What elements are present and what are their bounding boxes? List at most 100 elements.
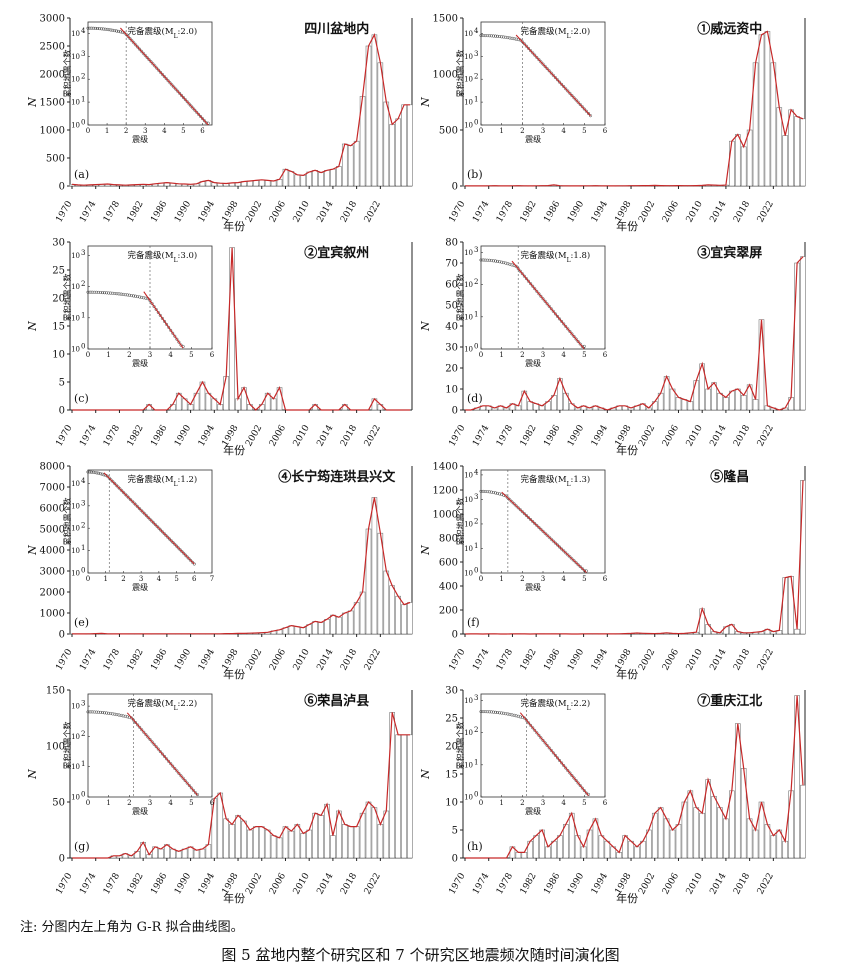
inset-y-tick-exponent: 1: [81, 96, 85, 104]
bar: [300, 833, 307, 859]
gr-point: [86, 26, 90, 30]
gr-point: [169, 762, 173, 766]
inset-x-tick-label: 5: [174, 575, 178, 583]
inset-title: 完备震级(ML:2.0): [521, 26, 591, 40]
x-tick-labels: 1970 1974 1978 1982 1986 1990 1994 1998 2002 2006…: [54, 871, 382, 896]
y-tick-label: 50: [52, 798, 65, 809]
gr-point: [98, 710, 102, 714]
x-tick-labels: 1970 1974 1978 1982 1986 1990 1994 1998 2002 2006…: [447, 423, 775, 448]
bar: [312, 170, 318, 187]
bar: [752, 399, 759, 411]
gr-point: [491, 490, 495, 495]
x-tick-label: 2018: [732, 199, 752, 224]
bar: [294, 174, 301, 187]
x-tick-label: 2010: [685, 423, 705, 448]
gr-point: [512, 502, 516, 506]
gr-point: [157, 526, 161, 530]
x-tick-label: 1994: [197, 647, 217, 672]
inset-y-tick-exponent: 3: [474, 694, 478, 702]
gr-point: [500, 35, 504, 39]
x-tick-label: 2006: [268, 871, 288, 896]
inset-y-tick-exponent: 4: [474, 468, 479, 476]
gr-point: [120, 489, 124, 493]
inset-x-tick-label: 6: [192, 575, 197, 583]
gr-point: [130, 39, 134, 43]
bar: [383, 570, 390, 635]
inset-x-ticks: 0 1 2 3 4 5 6: [479, 127, 608, 135]
x-tick-label: 1990: [173, 199, 193, 224]
gr-point: [113, 29, 117, 33]
x-tick-label: 1986: [149, 423, 169, 448]
x-tick-label: 2014: [315, 423, 335, 448]
gr-point: [512, 37, 516, 41]
gr-point: [173, 542, 177, 546]
inset-y-tick-label: 10: [71, 76, 80, 84]
x-tick-label: 1986: [542, 871, 562, 896]
gr-point: [88, 710, 92, 714]
gr-point: [164, 322, 169, 326]
x-tick-label: 2018: [339, 871, 359, 896]
x-tick-label: 1978: [102, 871, 122, 896]
gr-point: [541, 297, 545, 301]
inset-y-tick-exponent: 1: [474, 96, 478, 104]
gr-point: [146, 735, 150, 739]
panel-label: (b): [467, 168, 483, 181]
inset-title: 完备震级(ML:2.0): [128, 26, 198, 40]
gr-point: [118, 487, 122, 491]
bar: [407, 734, 413, 859]
gr-point: [553, 76, 557, 80]
inset-y-tick-label: 10: [464, 281, 473, 289]
y-tick-label: 10: [52, 350, 65, 361]
x-tick-label: 2006: [268, 423, 288, 448]
x-tick-label: 1994: [197, 871, 217, 896]
y-axis-label: N: [419, 545, 432, 556]
panel-title: ⑤隆昌: [710, 469, 749, 485]
x-tick-label: 2002: [244, 648, 264, 673]
gr-point: [169, 539, 173, 543]
gr-point: [149, 60, 153, 64]
gr-fit-line: [515, 34, 591, 117]
x-tick-label: 1994: [590, 199, 610, 224]
inset-frame: [480, 469, 606, 574]
bar: [545, 846, 551, 859]
x-tick-label: 1994: [590, 871, 610, 896]
inset-x-ticks: 0 1 2 3 4 5 6: [86, 799, 215, 807]
gr-point: [131, 718, 136, 722]
x-tick-label: 2018: [339, 423, 359, 448]
gr-point: [500, 711, 504, 715]
inset-y-tick-label: 10: [464, 697, 473, 705]
gr-point: [481, 258, 485, 262]
inset-x-ticks: 0 1 2 3 4 5 6: [86, 127, 205, 135]
gr-point: [107, 711, 111, 715]
gr-point: [148, 299, 152, 303]
figure-caption: 图 5 盆地内整个研究区和 7 个研究区地震频次随时间演化图: [221, 946, 620, 964]
gr-point: [531, 284, 535, 288]
gr-point: [187, 557, 191, 561]
x-tick-label: 1974: [78, 423, 98, 448]
gr-point: [553, 312, 557, 316]
y-tick-labels: 0 10 20 30 40 50 60 70 80: [445, 238, 458, 417]
panel-title: 四川盆地内: [304, 21, 369, 37]
gr-point: [179, 774, 183, 778]
x-tick-label: 2006: [268, 647, 288, 672]
gr-point: [160, 316, 164, 320]
gr-point: [102, 473, 106, 477]
gr-point: [107, 28, 111, 32]
inset-y-tick-label: 10: [464, 570, 473, 578]
bar: [235, 815, 241, 859]
gr-point: [520, 272, 524, 276]
x-tick-label: 1970: [447, 871, 467, 896]
gr-fit-line: [501, 491, 587, 573]
y-tick-label: 1000: [433, 70, 458, 81]
gr-point: [516, 714, 520, 718]
x-tick-labels: 1970 1974 1978 1982 1986 1990 1994 1998 2002 2006…: [54, 199, 382, 224]
bar: [395, 595, 401, 635]
gr-point: [132, 41, 136, 45]
gr-point: [541, 529, 545, 533]
inset-y-label: 累积地震个数: [455, 722, 465, 770]
gr-point: [570, 332, 574, 336]
gr-point: [166, 535, 170, 539]
